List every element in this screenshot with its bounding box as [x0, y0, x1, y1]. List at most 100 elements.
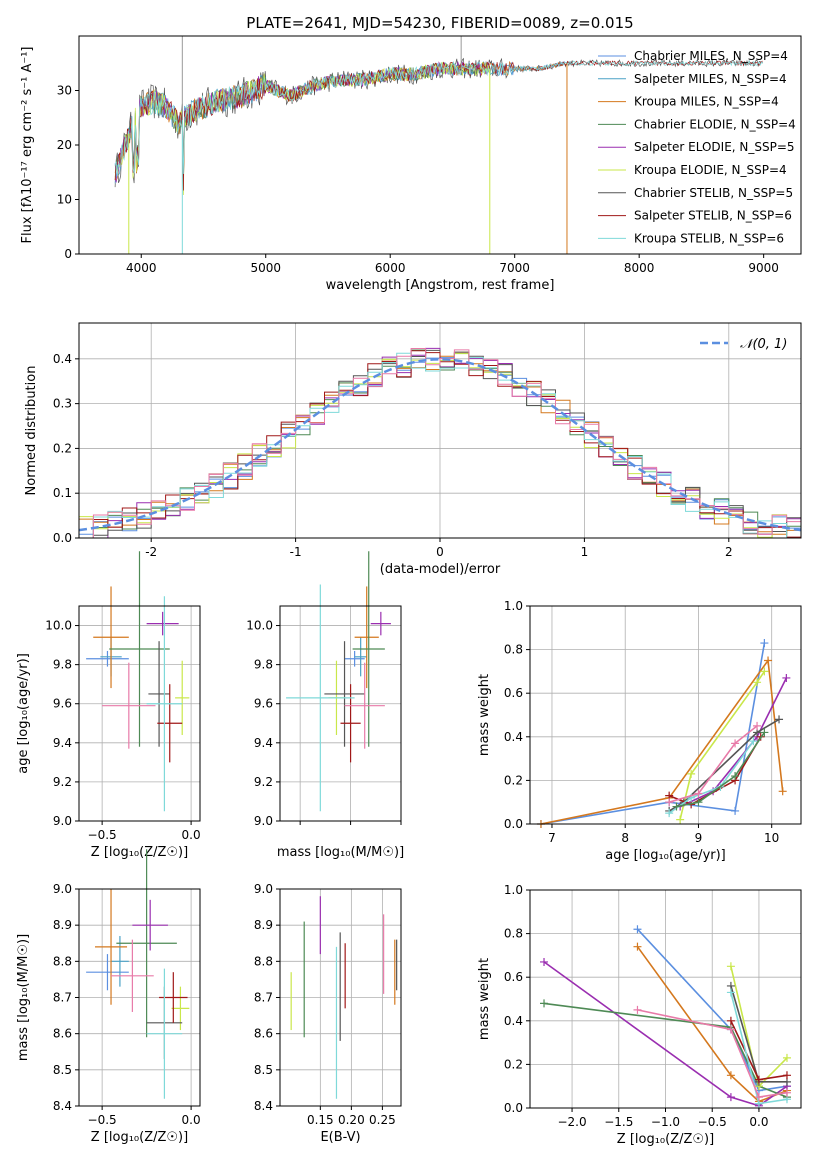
- x-tick-label: 6000: [375, 261, 406, 275]
- y-tick-label: 9.0: [254, 814, 273, 828]
- x-tick-label: 0.20: [338, 1113, 365, 1127]
- plot-content: [536, 639, 791, 828]
- x-axis-label: age [log₁₀(age/yr)]: [605, 848, 726, 863]
- y-tick-label: 1.0: [504, 883, 523, 897]
- x-axis-label: wavelength [Angstrom, rest frame]: [326, 278, 555, 293]
- weight-marker-kroupa_stelib: [749, 737, 758, 746]
- x-axis-label: Z [log₁₀(Z/Z☉)]: [617, 1132, 714, 1147]
- y-tick-label: 8.9: [254, 918, 273, 932]
- legend-entry: Salpeter MILES, N_SSP=4: [634, 72, 787, 86]
- y-axis-label: mass [log₁₀(M/M☉)]: [16, 934, 31, 1061]
- y-tick-label: 9.4: [254, 736, 273, 750]
- x-tick-label: 5000: [250, 261, 281, 275]
- y-tick-label: 0.4: [504, 730, 523, 744]
- legend-entry: 𝒩(0, 1): [740, 337, 787, 352]
- weight-marker-pink: [633, 1005, 642, 1014]
- axes-frame: [78, 35, 802, 255]
- y-tick-label: 9.8: [53, 658, 72, 672]
- weight-marker-kroupa_miles: [726, 1071, 735, 1080]
- figure-title: PLATE=2641, MJD=54230, FIBERID=0089, z=0…: [246, 14, 633, 32]
- weight-marker-salpeter_stelib: [726, 1016, 735, 1025]
- weight-marker-kroupa_elodie: [782, 1053, 791, 1062]
- weight-marker-chabrier_miles: [633, 925, 642, 934]
- y-tick-label: 10: [57, 193, 72, 207]
- weight-marker-kroupa_elodie: [726, 962, 735, 971]
- legend: Chabrier MILES, N_SSP=4 Salpeter MILES, N…: [598, 49, 796, 245]
- axes-weight_vs_age: 7 8 9 10 0.0 0.2 0.4 0.6 0.8 1.0 age [log₁₀(age/yr…: [477, 599, 802, 863]
- weight-line-salpeter_elodie: [543, 961, 788, 1107]
- weight-line-chabrier_elodie: [676, 731, 766, 808]
- weight-line-salpeter_elodie: [679, 677, 788, 808]
- axes-weight_vs_Z: −2.0 −1.5 −1.0 −0.5 0.0 0.0 0.2 0.4 0.6 0.8 1.0 Z […: [477, 883, 802, 1147]
- y-tick-label: 9.2: [254, 775, 273, 789]
- x-tick-label: 1: [581, 545, 589, 559]
- axes-mass_vs_ebv: 0.15 0.20 0.25 8.4 8.5 8.6 8.7 8.8 8.9 9.0 E(B-V): [254, 882, 402, 1145]
- y-tick-label: 0.2: [504, 1057, 523, 1071]
- axes-frame: [279, 605, 402, 822]
- axes-frame: [78, 888, 201, 1107]
- spectrum-line-kroupa_stelib: [114, 59, 763, 177]
- y-tick-label: 8.8: [254, 954, 273, 968]
- y-tick-label: 1.0: [504, 599, 523, 613]
- legend-entry: Salpeter ELODIE, N_SSP=5: [634, 140, 795, 154]
- x-tick-label: −0.5: [88, 828, 117, 842]
- y-tick-label: 8.6: [254, 1027, 273, 1041]
- y-tick-label: 8.7: [254, 991, 273, 1005]
- weight-marker-chabrier_miles: [760, 639, 769, 648]
- y-tick-label: 9.4: [53, 736, 72, 750]
- y-tick-label: 8.7: [53, 991, 72, 1005]
- weight-line-pink: [637, 1009, 788, 1098]
- weight-marker-chabrier_elodie: [694, 798, 703, 807]
- y-tick-label: 0: [64, 247, 72, 261]
- weight-marker-pink: [753, 721, 762, 730]
- weight-marker-chabrier_elodie: [540, 999, 549, 1008]
- y-tick-label: 9.8: [254, 658, 273, 672]
- x-tick-label: 4000: [126, 261, 157, 275]
- axes-mass_vs_Z: −0.5 0.0 8.4 8.5 8.6 8.7 8.8 8.9 9.0 Z [log₁₀(Z/Z…: [16, 849, 201, 1145]
- weight-marker-kroupa_miles: [633, 942, 642, 951]
- plot-content: [286, 551, 391, 812]
- histogram-kroupa_stelib: [79, 352, 801, 538]
- y-tick-label: 0.0: [504, 817, 523, 831]
- axes-frame: [78, 605, 201, 822]
- x-tick-label: 8: [621, 831, 629, 845]
- weight-marker-chabrier_stelib: [775, 715, 784, 724]
- x-tick-label: 10: [764, 831, 779, 845]
- gaussian-curve: [79, 358, 801, 532]
- x-tick-label: 0.0: [749, 1115, 768, 1129]
- axes-age_vs_Z: −0.5 0.0 9.0 9.2 9.4 9.6 9.8 10.0 Z [log₁₀(Z/Z☉)…: [16, 551, 201, 860]
- weight-marker-pink: [726, 1025, 735, 1034]
- plot-content: [79, 347, 801, 538]
- y-tick-label: 0.3: [53, 397, 72, 411]
- weight-marker-pink: [665, 798, 674, 807]
- y-tick-label: 8.4: [53, 1099, 72, 1113]
- weight-marker-pink: [694, 789, 703, 798]
- legend-entry: Kroupa ELODIE, N_SSP=4: [634, 163, 787, 177]
- y-tick-label: 8.6: [53, 1027, 72, 1041]
- y-tick-label: 0.0: [504, 1101, 523, 1115]
- histogram-pink: [79, 348, 801, 538]
- x-tick-label: 0.15: [307, 1113, 334, 1127]
- weight-marker-chabrier_elodie: [731, 772, 740, 781]
- legend-entry: Kroupa MILES, N_SSP=4: [634, 95, 779, 109]
- y-tick-label: 0.4: [504, 1014, 523, 1028]
- y-tick-label: 9.0: [53, 882, 72, 896]
- x-tick-label: 0.25: [369, 1113, 396, 1127]
- plot-content: [86, 849, 190, 1099]
- axes-frame: [279, 888, 402, 1107]
- axes-frame: [529, 605, 802, 825]
- weight-marker-chabrier_elodie: [760, 728, 769, 737]
- y-tick-label: 30: [57, 84, 72, 98]
- y-tick-label: 10.0: [45, 619, 72, 633]
- x-tick-label: -2: [145, 545, 157, 559]
- y-axis-label: mass weight: [477, 958, 492, 1040]
- y-axis-label: Normed distribution: [24, 366, 39, 496]
- y-tick-label: 0.1: [53, 486, 72, 500]
- weight-marker-kroupa_elodie: [687, 769, 696, 778]
- x-axis-label: mass [log₁₀(M/M☉)]: [277, 845, 404, 860]
- plot-content: [86, 551, 190, 812]
- x-tick-label: 2: [725, 545, 733, 559]
- legend-entry: Chabrier MILES, N_SSP=4: [634, 49, 788, 63]
- y-tick-label: 9.0: [53, 814, 72, 828]
- y-tick-label: 8.5: [53, 1063, 72, 1077]
